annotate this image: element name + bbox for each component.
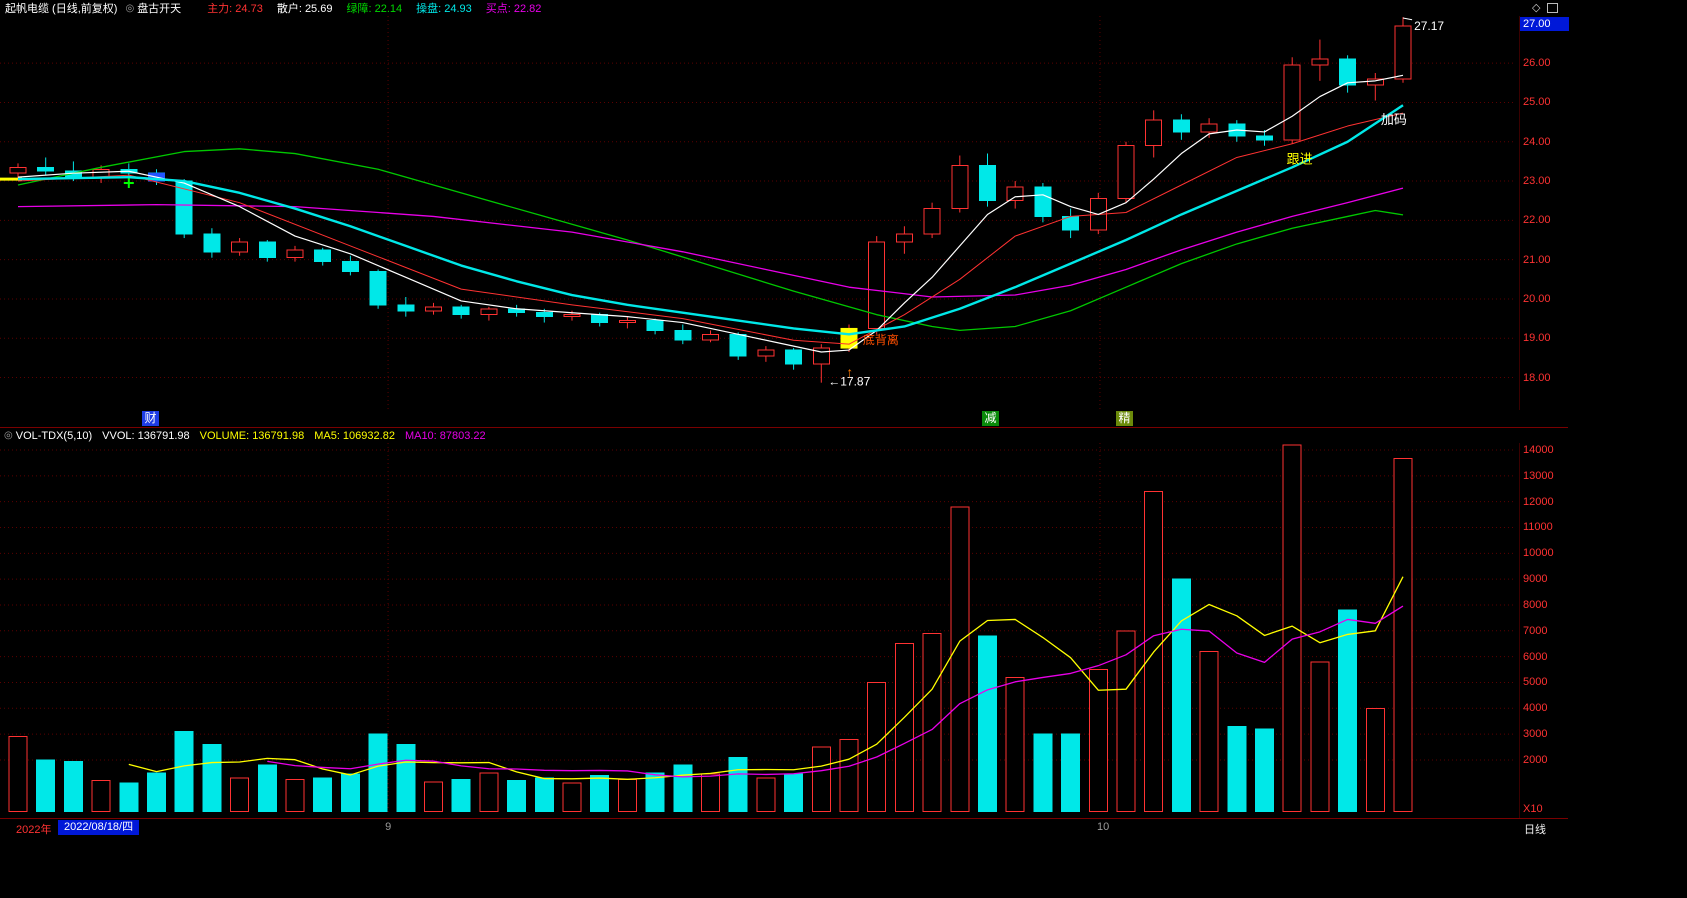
month-tick-label: 10 — [1096, 821, 1110, 833]
header-indicator-1: 主力: 24.73 — [207, 3, 263, 15]
price-axis-label: 24.00 — [1523, 135, 1551, 148]
header-indicator-2: 散户: 25.69 — [276, 3, 333, 15]
chart-annotation: 跟进 — [1287, 151, 1313, 166]
month-tick-label: 9 — [385, 821, 392, 833]
chart-annotation: ←17.87 — [828, 374, 870, 388]
price-axis-label: 22.00 — [1523, 214, 1551, 227]
period-label[interactable]: 日线 — [1524, 824, 1546, 836]
price-axis: 27.00 26.00 25.00 24.00 23.00 22.00 21.00 20.00… — [1519, 16, 1569, 410]
vol-ma5-value: MA5: 106932.82 — [314, 429, 395, 442]
volume-axis-label: 4000 — [1523, 702, 1548, 715]
vvol-value: VVOL: 136791.98 — [102, 429, 190, 442]
diamond-icon[interactable]: ◇ — [1532, 2, 1541, 14]
volume-chart[interactable] — [0, 443, 1519, 818]
price-axis-label: 21.00 — [1523, 253, 1551, 266]
vol-ma10-value: MA10: 87803.22 — [404, 429, 486, 442]
strip-badge: 财 — [142, 411, 159, 426]
price-axis-label: 26.00 — [1523, 57, 1551, 70]
header-indicator-4: 操盘: 24.93 — [416, 3, 472, 15]
volume-axis-label: 13000 — [1523, 469, 1554, 482]
volume-axis-label: 14000 — [1523, 444, 1554, 456]
volume-axis-label: 9000 — [1523, 573, 1548, 586]
strip-badge: 减 — [982, 411, 999, 426]
chart-annotation: 加码 — [1381, 112, 1407, 127]
volume-axis-label: 2000 — [1523, 753, 1548, 766]
header-indicator-values: 主力: 24.73 散户: 25.69 绿障: 22.14 操盘: 24.93 买点: … — [207, 0, 555, 16]
price-axis-label: 25.00 — [1523, 96, 1551, 109]
volume-axis-label: 6000 — [1523, 650, 1548, 663]
volume-indicator-title[interactable]: VOL-TDX(5,10) — [15, 429, 93, 442]
volume-value: VOLUME: 136791.98 — [199, 429, 305, 442]
volume-axis-label: 7000 — [1523, 624, 1548, 637]
volume-axis-label: 10000 — [1523, 547, 1554, 560]
price-axis-label: 19.00 — [1523, 332, 1551, 345]
overlay-toggle-icon[interactable]: ◎ — [125, 2, 135, 14]
volume-axis-label: 11000 — [1523, 521, 1553, 534]
price-axis-label: 23.00 — [1523, 175, 1551, 188]
volume-axis: X10 14000 13000 12000 11000 10000 9000 8000 700… — [1519, 443, 1569, 818]
chart-annotation: ↑ — [846, 364, 853, 380]
price-axis-label: 18.00 — [1523, 371, 1551, 384]
header-indicator-5: 买点: 22.82 — [485, 3, 542, 15]
year-label: 2022年 — [16, 824, 52, 836]
volume-axis-label: 8000 — [1523, 598, 1548, 611]
volume-axis-label: 12000 — [1523, 495, 1554, 508]
chart-annotation: 底背离 — [863, 332, 899, 347]
volume-axis-label: 3000 — [1523, 728, 1548, 741]
selected-date-label: 2022/08/18/四 — [58, 820, 140, 835]
strip-badge: 精 — [1116, 411, 1133, 426]
window-controls: ◇ — [1532, 1, 1559, 14]
volume-axis-label: 5000 — [1523, 676, 1548, 689]
volume-unit-label: X10 — [1523, 803, 1543, 815]
price-axis-label: 20.00 — [1523, 292, 1551, 305]
price-axis-label: 27.00 — [1520, 16, 1569, 31]
volume-toggle-icon[interactable]: ◎ — [4, 430, 13, 441]
overlay-indicator-name[interactable]: 盘古开天 — [137, 3, 182, 15]
bottom-strip: 财减精 — [0, 410, 1519, 427]
top-header: 起帆电缆 (日线,前复权) ◎ 盘古开天 主力: 24.73 散户: 25.69 绿… — [0, 0, 1568, 16]
volume-header: ◎ VOL-TDX(5,10) VVOL: 136791.98 VOLUME: … — [0, 427, 1568, 443]
restore-window-icon[interactable] — [1547, 2, 1559, 13]
header-indicator-3: 绿障: 22.14 — [346, 3, 403, 15]
stock-title[interactable]: 起帆电缆 (日线,前复权) — [5, 3, 118, 15]
date-axis-bar[interactable]: 2022年 2022/08/18/四 日线 9 10 — [0, 818, 1568, 836]
chart-annotation: 27.17 — [1414, 19, 1444, 33]
